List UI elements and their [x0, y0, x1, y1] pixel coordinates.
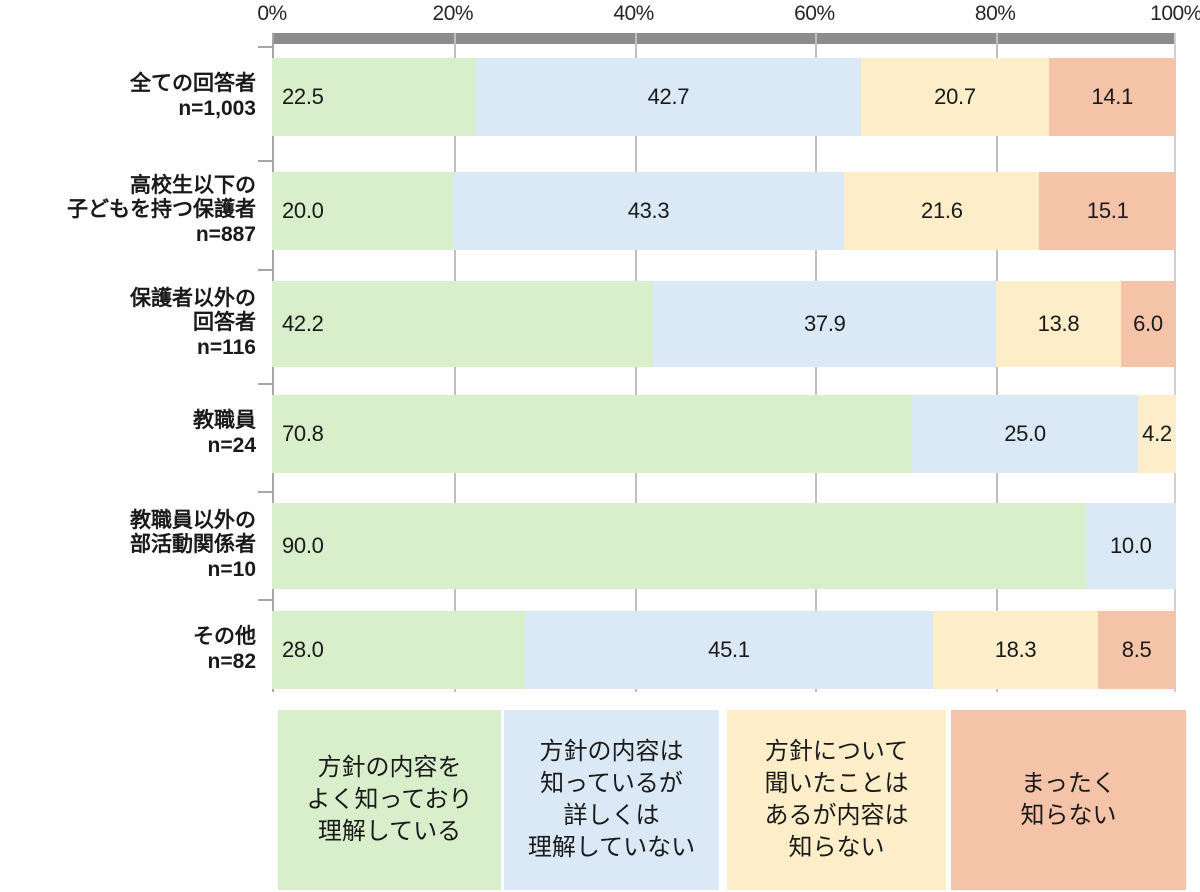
legend-item-label: 方針の内容を よく知っており 理解している — [306, 754, 473, 845]
bar-segment-value: 10.0 — [1109, 533, 1152, 558]
legend-item[interactable]: 方針の内容を よく知っており 理解している — [278, 710, 501, 890]
bar-segment: 43.3 — [452, 172, 845, 250]
y-axis-tick-mark — [258, 491, 272, 493]
bar-segment-value: 18.3 — [994, 637, 1037, 662]
category-label-line: 教職員 — [193, 409, 256, 432]
category-sample-size: n=116 — [197, 336, 256, 360]
legend-item-label: まったく 知らない — [1020, 770, 1117, 829]
bar-segment: 20.0 — [272, 172, 453, 250]
y-axis-tick-mark — [258, 46, 272, 48]
category-label-line: その他 — [193, 625, 256, 648]
category-label: 教職員 n=24 — [0, 409, 256, 459]
bar-segment-value: 20.0 — [282, 198, 324, 223]
bar-segment: 10.0 — [1085, 503, 1176, 589]
x-axis-tick-label: 60% — [794, 2, 835, 25]
bar-row: 42.2 37.9 13.8 6.0 — [272, 281, 1176, 367]
bar-segment-value: 28.0 — [282, 637, 324, 662]
bar-segment: 22.5 — [272, 58, 476, 136]
category-sample-size: n=887 — [195, 223, 256, 247]
bar-row: 90.0 10.0 — [272, 503, 1176, 589]
bar-segment-value: 8.5 — [1121, 637, 1152, 662]
x-axis-top: 0% 20% 40% 60% 80% 100% — [257, 2, 1200, 30]
bar-segment-value: 43.3 — [627, 198, 670, 223]
x-axis-tick-label: 0% — [257, 2, 287, 25]
x-axis-tick-label: 40% — [613, 2, 654, 25]
bar-rows: 22.5 42.7 20.7 14.1 20.0 43.3 21.6 15.1 42.2 37.9… — [272, 33, 1176, 692]
category-sample-size: n=10 — [207, 558, 256, 582]
bar-segment: 42.2 — [272, 281, 654, 367]
y-axis-tick-mark — [258, 599, 272, 601]
legend-item[interactable]: 方針について 聞いたことは あるが内容は 知らない — [727, 710, 946, 890]
bar-row: 70.8 25.0 4.2 — [272, 395, 1176, 473]
bar-segment: 6.0 — [1120, 281, 1176, 367]
bar-segment: 21.6 — [844, 172, 1040, 250]
category-sample-size: n=82 — [207, 649, 256, 673]
legend-item-label: 方針の内容は 知っているが 詳しくは 理解していない — [527, 738, 696, 861]
legend-item-label: 方針について 聞いたことは あるが内容は 知らない — [764, 738, 909, 861]
legend-item[interactable]: 方針の内容は 知っているが 詳しくは 理解していない — [504, 710, 719, 890]
bar-segment: 42.7 — [475, 58, 862, 136]
bar-segment: 18.3 — [932, 611, 1099, 689]
bar-segment-value: 13.8 — [1037, 311, 1080, 336]
category-label: 全ての回答者 n=1,003 — [0, 72, 256, 122]
x-axis-tick-label: 80% — [974, 2, 1016, 25]
bar-segment: 13.8 — [996, 281, 1121, 367]
category-label: 保護者以外の 回答者 n=116 — [0, 287, 256, 361]
bar-segment-value: 15.1 — [1086, 198, 1129, 223]
y-axis-category-labels: 全ての回答者 n=1,003 高校生以下の 子どもを持つ保護者 n=887 保護者以外の回… — [0, 33, 262, 692]
category-label-line: 保護者以外の — [130, 286, 256, 310]
category-label-line: 子どもを持つ保護者 — [67, 198, 256, 222]
bar-segment: 37.9 — [653, 281, 997, 367]
bar-segment-value: 45.1 — [708, 637, 750, 662]
bar-segment: 4.2 — [1138, 395, 1176, 473]
chart-legend: 方針の内容を よく知っており 理解している 方針の内容は 知っているが 詳しくは … — [272, 707, 1186, 890]
category-label-line: 全ての回答者 — [130, 72, 256, 95]
bar-segment-value: 14.1 — [1091, 84, 1134, 109]
bar-segment-value: 20.7 — [934, 84, 976, 109]
bar-segment-value: 42.7 — [647, 84, 690, 109]
bar-row: 20.0 43.3 21.6 15.1 — [272, 172, 1176, 250]
category-label-line: 回答者 — [193, 311, 256, 335]
x-axis-tick-label: 100% — [1150, 2, 1200, 25]
bar-segment-value: 25.0 — [1004, 421, 1046, 446]
bar-segment-value: 37.9 — [803, 311, 846, 336]
category-label-line: 教職員以外の — [130, 508, 256, 532]
bar-segment-value: 22.5 — [282, 84, 324, 109]
bar-segment: 14.1 — [1048, 58, 1176, 136]
bar-segment: 8.5 — [1098, 611, 1176, 689]
bar-segment-value: 6.0 — [1133, 311, 1163, 336]
y-axis-tick-mark — [258, 269, 272, 271]
category-sample-size: n=24 — [207, 433, 256, 457]
bar-segment-value: 90.0 — [282, 533, 324, 558]
bar-segment: 25.0 — [912, 395, 1139, 473]
bar-segment: 90.0 — [272, 503, 1086, 589]
bar-segment-value: 42.2 — [282, 311, 324, 336]
category-label: 教職員以外の 部活動関係者 n=10 — [0, 509, 256, 583]
bar-segment-value: 70.8 — [282, 421, 324, 446]
bar-segment: 45.1 — [525, 611, 933, 689]
x-axis-tick-label: 20% — [432, 2, 474, 25]
category-label: その他 n=82 — [0, 625, 256, 675]
legend-item[interactable]: まったく 知らない — [951, 710, 1186, 890]
category-label: 高校生以下の 子どもを持つ保護者 n=887 — [0, 174, 256, 248]
bar-segment: 15.1 — [1039, 172, 1176, 250]
plot-top-band — [274, 33, 1174, 44]
bar-segment: 28.0 — [272, 611, 526, 689]
category-sample-size: n=1,003 — [178, 96, 256, 120]
category-label-line: 部活動関係者 — [130, 533, 256, 557]
y-axis-tick-mark — [258, 160, 272, 162]
bar-segment-value: 21.6 — [921, 198, 963, 223]
bar-segment: 20.7 — [861, 58, 1049, 136]
bar-segment-value: 4.2 — [1142, 421, 1172, 446]
bar-segment: 70.8 — [272, 395, 913, 473]
category-label-line: 高校生以下の — [130, 173, 256, 197]
bar-row: 22.5 42.7 20.7 14.1 — [272, 58, 1176, 136]
bar-row: 28.0 45.1 18.3 8.5 — [272, 611, 1176, 689]
y-axis-tick-mark — [258, 383, 272, 385]
